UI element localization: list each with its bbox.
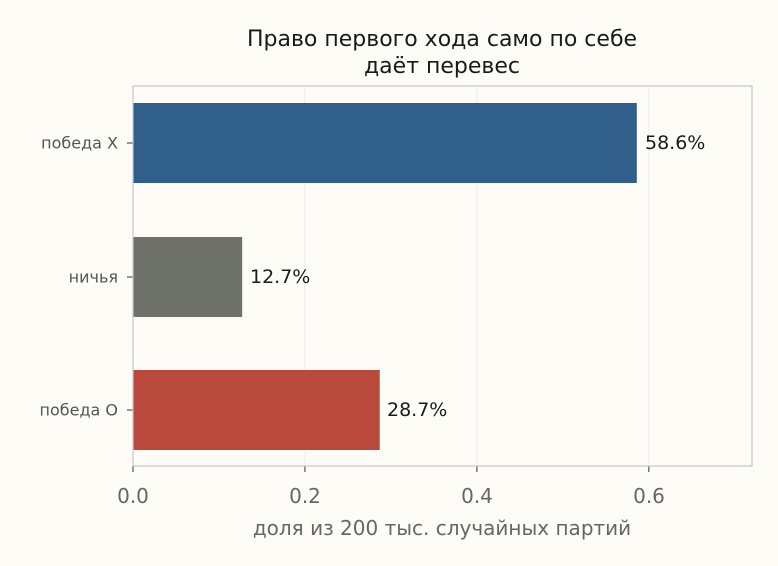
- chart-title-line-1: Право первого хода само по себе: [247, 27, 637, 52]
- category-label-pobeda-x: победа X: [41, 134, 118, 153]
- x-tick-label-1: 0.2: [289, 484, 321, 508]
- x-tick-label-0: 0.0: [117, 484, 149, 508]
- bar-pobeda-o: [133, 370, 380, 450]
- bar-pobeda-x: [133, 103, 637, 183]
- chart-title-line-2: даёт перевес: [364, 54, 520, 79]
- value-label-pobeda-o: 28.7%: [387, 399, 447, 421]
- plot-frame: [132, 85, 753, 467]
- bars: [133, 103, 637, 450]
- category-label-nichya: ничья: [69, 268, 118, 287]
- x-tick-label-2: 0.4: [461, 484, 493, 508]
- category-label-pobeda-o: победа O: [39, 401, 118, 420]
- x-tick-label-3: 0.6: [633, 484, 665, 508]
- value-label-pobeda-x: 58.6%: [645, 132, 705, 154]
- x-axis-label: доля из 200 тыс. случайных партий: [253, 516, 631, 540]
- value-label-nichya: 12.7%: [250, 266, 310, 288]
- bar-nichya: [133, 237, 243, 317]
